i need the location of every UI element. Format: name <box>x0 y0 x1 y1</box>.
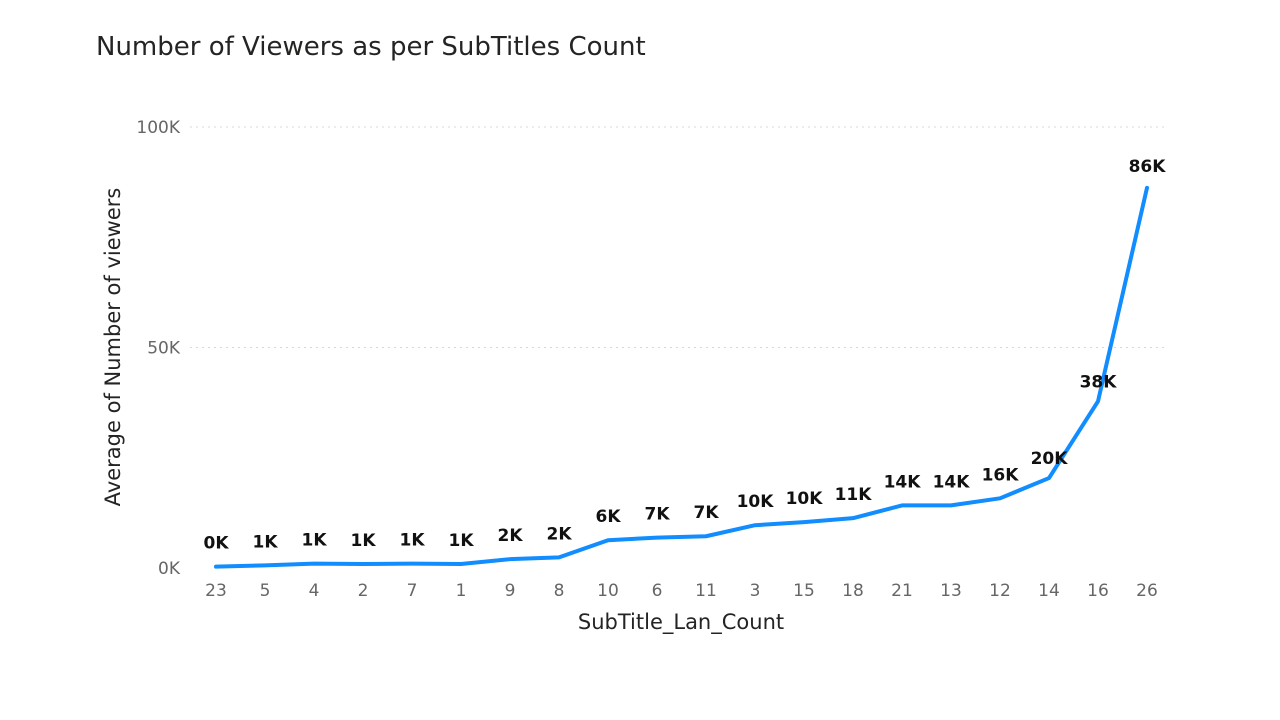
x-tick-label: 9 <box>505 581 516 601</box>
y-axis-title: Average of Number of viewers <box>101 188 125 507</box>
data-label: 6K <box>595 507 621 527</box>
data-label: 16K <box>982 465 1020 485</box>
data-label: 1K <box>399 531 425 551</box>
data-label: 2K <box>546 524 572 544</box>
x-axis-title: SubTitle_Lan_Count <box>578 610 784 635</box>
x-tick-label: 11 <box>695 581 717 601</box>
x-tick-label: 26 <box>1136 581 1158 601</box>
data-label: 0K <box>203 534 229 554</box>
data-label: 2K <box>497 526 523 546</box>
data-label: 10K <box>737 492 775 512</box>
x-axis-ticks: 23 5 4 2 7 1 9 8 10 6 11 3 15 18 21 13 12 14 16 26 <box>205 581 1158 601</box>
data-label: 11K <box>835 485 873 505</box>
x-tick-label: 13 <box>940 581 962 601</box>
y-tick-label: 0K <box>158 559 181 579</box>
x-tick-label: 10 <box>597 581 619 601</box>
data-label: 1K <box>350 531 376 551</box>
data-label: 20K <box>1031 449 1069 469</box>
data-label: 86K <box>1129 157 1167 177</box>
x-tick-label: 14 <box>1038 581 1060 601</box>
x-tick-label: 12 <box>989 581 1011 601</box>
data-label: 7K <box>644 505 670 525</box>
x-tick-label: 16 <box>1087 581 1109 601</box>
x-tick-label: 21 <box>891 581 913 601</box>
x-tick-label: 23 <box>205 581 227 601</box>
x-tick-label: 3 <box>750 581 761 601</box>
data-label: 1K <box>301 531 327 551</box>
data-label: 38K <box>1080 372 1118 392</box>
data-labels: 0K 1K 1K 1K 1K 1K 2K 2K 6K 7K 7K 10K 10K 11K 14K 14K 16K… <box>203 157 1166 554</box>
y-tick-label: 50K <box>147 339 181 359</box>
x-tick-label: 1 <box>456 581 467 601</box>
x-tick-label: 5 <box>260 581 271 601</box>
y-axis-ticks: 0K 50K 100K <box>136 118 180 579</box>
x-tick-label: 2 <box>358 581 369 601</box>
data-label: 1K <box>252 532 278 552</box>
chart-title: Number of Viewers as per SubTitles Count <box>96 32 646 62</box>
data-label: 14K <box>884 472 922 492</box>
gridlines <box>190 126 1166 348</box>
x-tick-label: 8 <box>554 581 565 601</box>
x-tick-label: 18 <box>842 581 864 601</box>
x-tick-label: 6 <box>652 581 663 601</box>
data-label: 10K <box>786 489 824 509</box>
data-label: 7K <box>693 503 719 523</box>
x-tick-label: 4 <box>309 581 320 601</box>
series-line <box>214 185 1149 569</box>
data-label: 14K <box>933 472 971 492</box>
x-tick-label: 7 <box>407 581 418 601</box>
x-tick-label: 15 <box>793 581 815 601</box>
data-label: 1K <box>448 531 474 551</box>
y-tick-label: 100K <box>136 118 180 138</box>
